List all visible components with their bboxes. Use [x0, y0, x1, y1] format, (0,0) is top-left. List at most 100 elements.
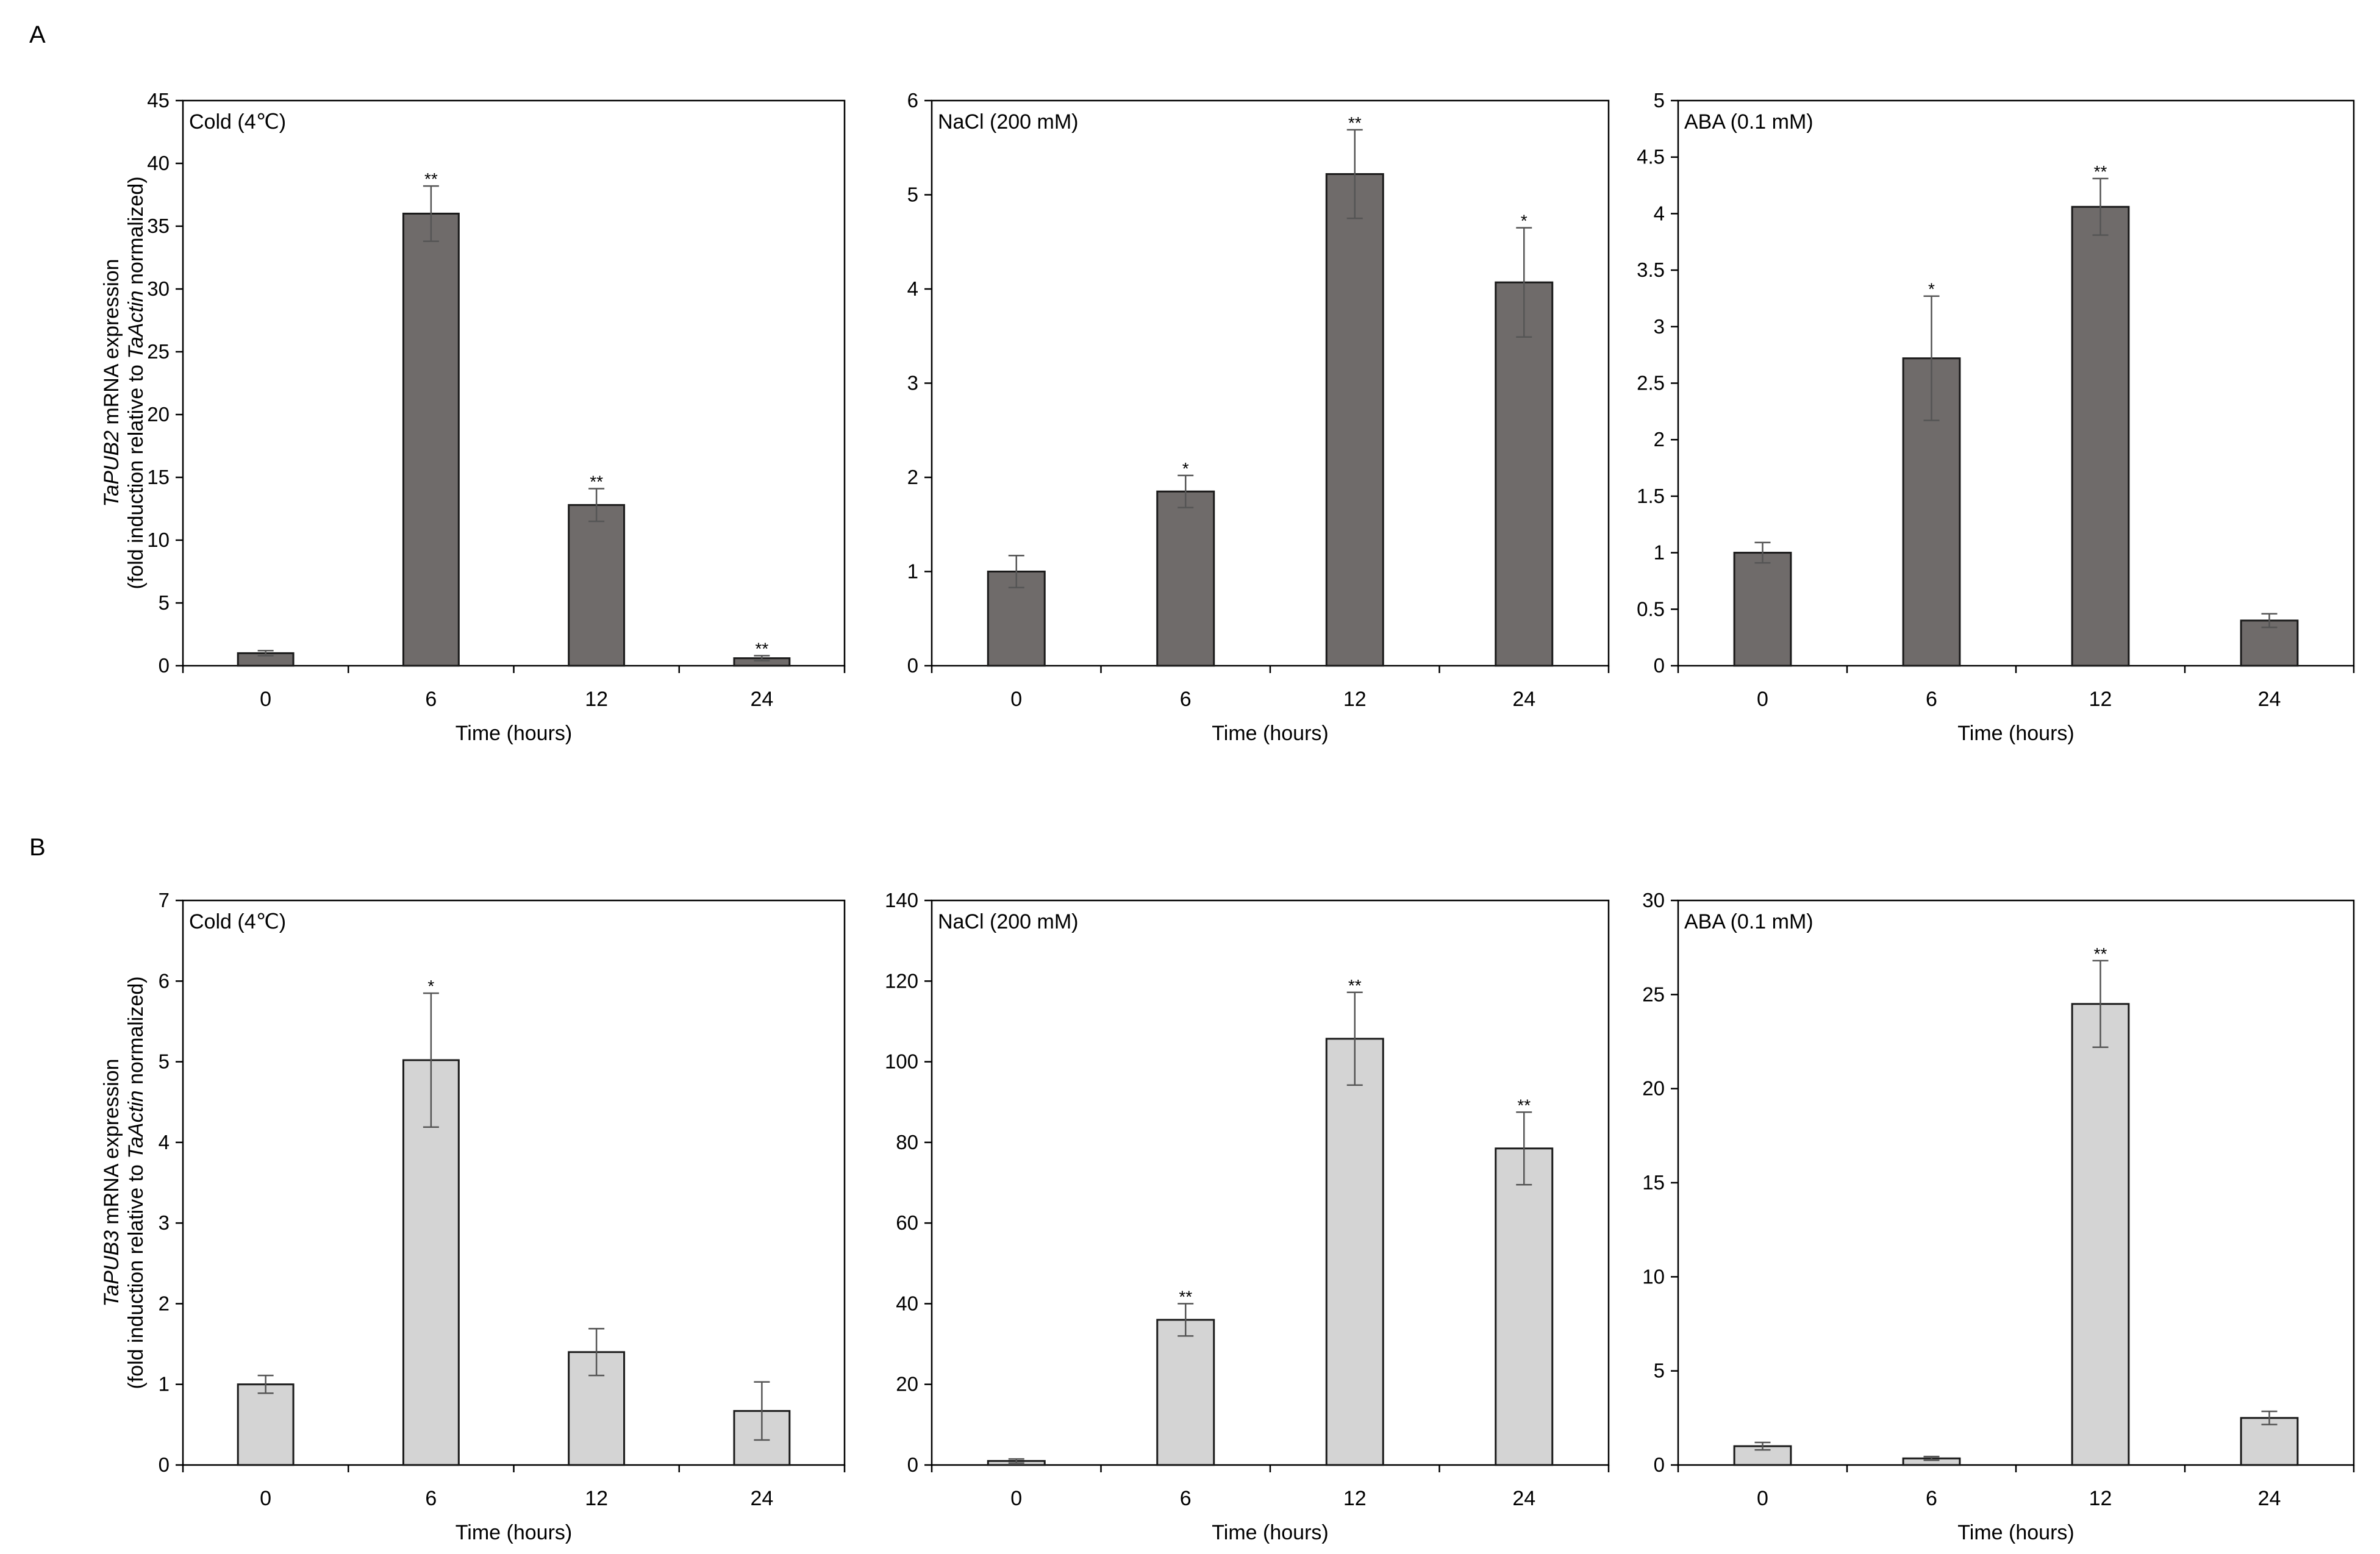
- y-tick-label: 4: [159, 1131, 170, 1153]
- y-tick-label: 0: [907, 654, 918, 677]
- bar: [1495, 1147, 1554, 1466]
- x-axis-label: Time (hours): [456, 722, 572, 745]
- y-tick-label: 5: [159, 1050, 170, 1073]
- y-tick-label: 2.5: [1637, 372, 1665, 394]
- bar: [568, 504, 626, 667]
- significance-marker: *: [427, 977, 434, 996]
- x-tick-label: 6: [1926, 688, 1937, 711]
- significance-marker: **: [2094, 162, 2107, 181]
- x-tick-label: 12: [2089, 688, 2112, 711]
- bar: [1495, 281, 1554, 667]
- reference-gene-name: TaActin: [124, 1090, 148, 1158]
- y-tick-label: 0.5: [1637, 597, 1665, 620]
- significance-marker: *: [1182, 459, 1189, 478]
- y-tick-label: 35: [147, 215, 170, 237]
- significance-marker: **: [1348, 113, 1362, 132]
- x-tick-label: 12: [2089, 1487, 2112, 1510]
- significance-marker: **: [2094, 944, 2107, 963]
- x-tick-label: 0: [1010, 1487, 1022, 1510]
- y-tick-label: 10: [147, 529, 170, 551]
- y-axis-label-text: normalized): [124, 176, 148, 290]
- chart-title: Cold (4℃): [189, 110, 286, 134]
- chart-panel: 0 5 10 15 20 25 30 0 6 ** 12 24 ABA (0.1 mM) Time (ho…: [1642, 889, 2355, 1544]
- x-tick-label: 6: [425, 1487, 437, 1510]
- y-tick-label: 25: [147, 340, 170, 363]
- y-tick-label: 2: [1654, 428, 1665, 451]
- y-tick-label: 5: [1654, 89, 1665, 112]
- y-axis-label-text: mRNA expression: [100, 259, 123, 431]
- x-tick-label: 0: [1757, 1487, 1768, 1510]
- y-tick-label: 5: [907, 184, 918, 206]
- y-tick-label: 3: [1654, 315, 1665, 338]
- y-tick-label: 0: [159, 654, 170, 677]
- y-tick-label: 0: [1654, 1453, 1665, 1476]
- significance-marker: **: [1179, 1287, 1192, 1306]
- x-axis-label: Time (hours): [1957, 722, 2074, 745]
- significance-marker: **: [590, 472, 603, 491]
- y-axis-label-line1: TaPUB2 mRNA expression: [100, 259, 123, 507]
- chart-panel: 0 5 10 15 20 25 30 35 40 45 0 ** 6 ** 12 ** 24 Cold (4℃) T…: [147, 89, 846, 745]
- y-tick-label: 30: [1642, 889, 1665, 911]
- y-tick-label: 15: [147, 466, 170, 488]
- y-axis-label-text: (fold induction relative to: [124, 1159, 148, 1389]
- y-tick-label: 3: [907, 372, 918, 394]
- y-tick-label: 1: [1654, 541, 1665, 564]
- significance-marker: **: [755, 640, 768, 658]
- panel-label-b: B: [29, 834, 46, 861]
- significance-marker: *: [1928, 280, 1935, 299]
- bar: [1733, 552, 1792, 667]
- panel-label-a: A: [29, 21, 46, 48]
- y-tick-label: 1.5: [1637, 485, 1665, 507]
- y-tick-label: 140: [885, 889, 918, 911]
- chart-title: ABA (0.1 mM): [1684, 910, 1814, 933]
- x-tick-label: 6: [1180, 688, 1192, 711]
- y-tick-label: 40: [147, 152, 170, 174]
- y-tick-label: 20: [147, 403, 170, 426]
- x-tick-label: 6: [425, 688, 437, 711]
- x-tick-label: 24: [2258, 1487, 2281, 1510]
- y-axis-label-text: (fold induction relative to: [124, 359, 148, 590]
- significance-marker: **: [1348, 976, 1362, 995]
- significance-marker: *: [1521, 212, 1528, 230]
- bar: [402, 212, 460, 667]
- y-tick-label: 1: [907, 560, 918, 583]
- y-tick-label: 30: [147, 277, 170, 300]
- plot-frame: [182, 99, 846, 667]
- bar: [1325, 1038, 1384, 1466]
- y-axis-label-text: normalized): [124, 976, 148, 1090]
- x-axis-label: Time (hours): [1212, 722, 1328, 745]
- y-tick-label: 3: [159, 1211, 170, 1234]
- x-tick-label: 12: [1343, 1487, 1367, 1510]
- y-tick-label: 1: [159, 1373, 170, 1395]
- y-tick-label: 40: [896, 1292, 918, 1314]
- x-tick-label: 24: [1512, 1487, 1535, 1510]
- y-tick-label: 4: [1654, 202, 1665, 224]
- x-tick-label: 24: [1512, 688, 1535, 711]
- y-tick-label: 6: [907, 89, 918, 112]
- y-tick-label: 100: [885, 1050, 918, 1073]
- x-tick-label: 0: [260, 688, 271, 711]
- x-tick-label: 6: [1926, 1487, 1937, 1510]
- x-tick-label: 0: [260, 1487, 271, 1510]
- bar: [1156, 1319, 1215, 1466]
- y-axis-label-line2: (fold induction relative to TaActin norm…: [124, 976, 148, 1389]
- chart-panel: 0 0.5 1 1.5 2 2.5 3 3.5 4 4.5 5 0 * 6 ** 12 24 ABA (0.1 m…: [1637, 89, 2355, 745]
- y-tick-label: 20: [1642, 1077, 1665, 1100]
- y-tick-label: 0: [1654, 654, 1665, 677]
- chart-title: Cold (4℃): [189, 910, 286, 933]
- bar: [1156, 490, 1215, 667]
- y-tick-label: 3.5: [1637, 258, 1665, 281]
- x-axis-label: Time (hours): [456, 1521, 572, 1544]
- bar: [1325, 173, 1384, 667]
- y-tick-label: 25: [1642, 983, 1665, 1005]
- x-tick-label: 0: [1757, 688, 1768, 711]
- chart-title: NaCl (200 mM): [938, 910, 1078, 933]
- reference-gene-name: TaActin: [124, 290, 148, 358]
- x-tick-label: 12: [585, 688, 608, 711]
- y-axis-label-line1: TaPUB3 mRNA expression: [100, 1059, 123, 1307]
- chart-title: ABA (0.1 mM): [1684, 110, 1814, 134]
- bar: [2071, 1003, 2130, 1466]
